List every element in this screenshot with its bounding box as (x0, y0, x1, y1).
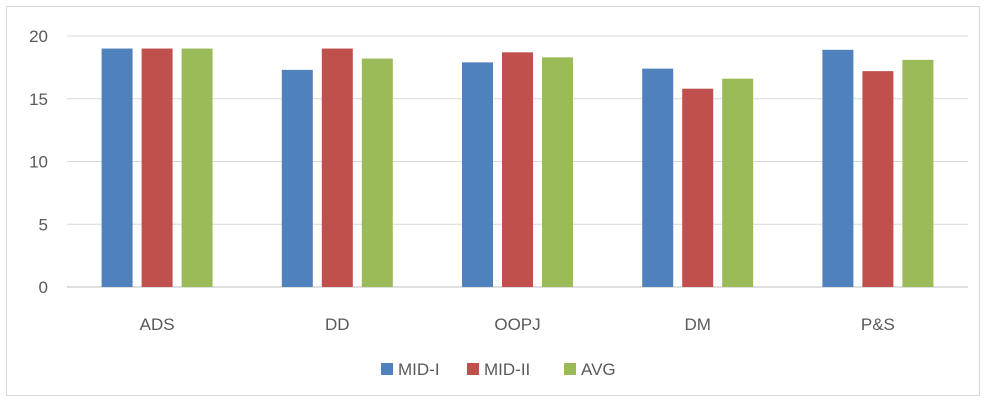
bar-mid-i-dm (642, 68, 674, 287)
bar-mid-i-ads (101, 48, 133, 287)
legend-swatch-mid-i (381, 363, 393, 375)
legend-label-mid-i: MID-I (398, 360, 440, 379)
bar-mid-i-ps (822, 49, 854, 288)
bar-mid-ii-ps (862, 71, 894, 287)
bar-mid-ii-ads (141, 48, 173, 287)
x-tick-label: ADS (140, 315, 175, 334)
x-tick-label: DM (684, 315, 710, 334)
bar-avg-ads (181, 48, 213, 287)
x-tick-label: OOPJ (494, 315, 540, 334)
bar-avg-dd (361, 58, 393, 288)
legend-label-mid-ii: MID-II (484, 360, 530, 379)
legend: MID-I MID-II AVG (381, 360, 616, 379)
bar-mid-ii-dm (682, 88, 714, 288)
x-tick-label: P&S (861, 315, 895, 334)
bar-mid-ii-dd (321, 48, 353, 287)
bars (101, 48, 934, 288)
x-axis-ticks: ADS DD OOPJ DM P&S (140, 315, 895, 334)
legend-swatch-avg (564, 363, 576, 375)
bar-mid-i-dd (281, 69, 313, 287)
y-axis-ticks: 0 5 10 15 20 (29, 27, 48, 297)
y-tick-label: 15 (29, 90, 48, 109)
y-tick-label: 20 (29, 27, 48, 46)
x-tick-label: DD (325, 315, 350, 334)
legend-swatch-mid-ii (467, 363, 479, 375)
bar-mid-ii-oopj (502, 52, 533, 287)
bar-avg-oopj (542, 57, 573, 288)
y-tick-label: 10 (29, 153, 48, 172)
bar-mid-i-oopj (462, 62, 493, 288)
bar-avg-ps (902, 59, 934, 287)
y-tick-label: 5 (39, 215, 48, 234)
y-tick-label: 0 (39, 278, 48, 297)
bar-avg-dm (722, 78, 754, 287)
legend-label-avg: AVG (581, 360, 616, 379)
